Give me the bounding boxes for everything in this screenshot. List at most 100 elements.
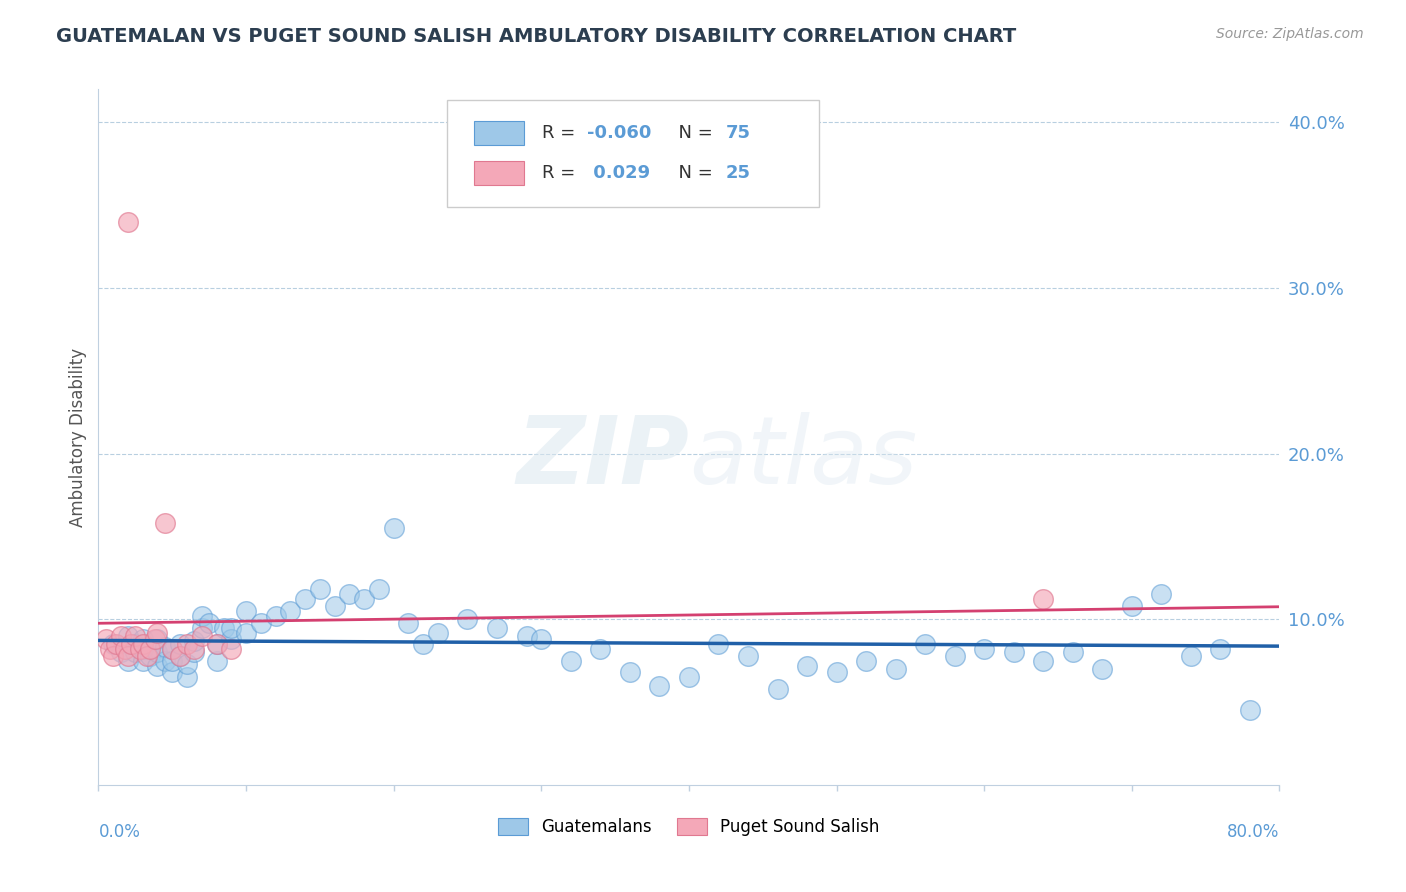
Text: atlas: atlas: [689, 412, 917, 503]
Point: [136, 648, 159, 663]
FancyBboxPatch shape: [474, 161, 523, 185]
Point: [191, 609, 214, 624]
Point: [146, 625, 169, 640]
Point: [146, 658, 169, 673]
Point: [117, 654, 139, 668]
Text: Source: ZipAtlas.com: Source: ZipAtlas.com: [1216, 27, 1364, 41]
Point: [191, 629, 214, 643]
Point: [678, 670, 700, 684]
Point: [191, 621, 214, 635]
Text: 80.0%: 80.0%: [1227, 823, 1279, 841]
Point: [212, 621, 235, 635]
Point: [412, 637, 434, 651]
Text: 25: 25: [725, 164, 751, 182]
Point: [205, 637, 228, 651]
Text: -0.060: -0.060: [588, 124, 652, 142]
Text: 0.0%: 0.0%: [98, 823, 141, 841]
Point: [855, 654, 877, 668]
Point: [323, 599, 346, 613]
Point: [117, 648, 139, 663]
FancyBboxPatch shape: [474, 121, 523, 145]
FancyBboxPatch shape: [447, 100, 818, 208]
Point: [169, 637, 191, 651]
Point: [176, 657, 198, 671]
Point: [1062, 645, 1084, 659]
Point: [132, 637, 155, 651]
Point: [1091, 662, 1114, 676]
Text: 0.029: 0.029: [588, 164, 651, 182]
Point: [1239, 703, 1261, 717]
Point: [205, 654, 228, 668]
Point: [183, 642, 205, 657]
Point: [235, 604, 257, 618]
Point: [884, 662, 907, 676]
Point: [353, 592, 375, 607]
Text: 75: 75: [725, 124, 751, 142]
Point: [1150, 587, 1173, 601]
Point: [146, 632, 169, 647]
Point: [110, 629, 132, 643]
Point: [427, 625, 450, 640]
Point: [560, 654, 582, 668]
Point: [117, 629, 139, 643]
Point: [221, 632, 243, 647]
Point: [94, 632, 117, 647]
Point: [169, 648, 191, 663]
Text: N =: N =: [666, 164, 718, 182]
Point: [146, 645, 169, 659]
Point: [139, 642, 162, 657]
Point: [457, 612, 479, 626]
Point: [176, 637, 198, 651]
Y-axis label: Ambulatory Disability: Ambulatory Disability: [69, 348, 87, 526]
Point: [103, 648, 125, 663]
Point: [132, 632, 155, 647]
Point: [162, 665, 183, 680]
Point: [120, 637, 142, 651]
Point: [619, 665, 641, 680]
Point: [339, 587, 361, 601]
Point: [183, 645, 205, 659]
Point: [1002, 645, 1025, 659]
Point: [105, 637, 128, 651]
Point: [250, 615, 273, 630]
Point: [530, 632, 553, 647]
Point: [132, 654, 155, 668]
Point: [796, 658, 818, 673]
Point: [124, 629, 146, 643]
Point: [110, 645, 132, 659]
Point: [139, 648, 162, 663]
Point: [162, 642, 183, 657]
Point: [221, 621, 243, 635]
Point: [162, 642, 183, 657]
Point: [117, 215, 139, 229]
Point: [1032, 592, 1054, 607]
Point: [143, 632, 166, 647]
Point: [124, 637, 146, 651]
Point: [153, 654, 176, 668]
Point: [183, 633, 205, 648]
Text: R =: R =: [543, 124, 582, 142]
Point: [914, 637, 936, 651]
Point: [176, 670, 198, 684]
Point: [124, 645, 146, 659]
Point: [294, 592, 316, 607]
Point: [114, 642, 136, 657]
Point: [648, 679, 671, 693]
Point: [1032, 654, 1054, 668]
Point: [198, 615, 221, 630]
Point: [153, 640, 176, 655]
Point: [205, 637, 228, 651]
Point: [368, 582, 391, 597]
Point: [280, 604, 302, 618]
Point: [398, 615, 420, 630]
Point: [737, 648, 759, 663]
Point: [1180, 648, 1202, 663]
Point: [1209, 642, 1232, 657]
Legend: Guatemalans, Puget Sound Salish: Guatemalans, Puget Sound Salish: [492, 811, 886, 843]
Point: [98, 642, 121, 657]
Point: [169, 648, 191, 663]
Point: [589, 642, 612, 657]
Point: [707, 637, 730, 651]
Point: [825, 665, 848, 680]
Point: [973, 642, 995, 657]
